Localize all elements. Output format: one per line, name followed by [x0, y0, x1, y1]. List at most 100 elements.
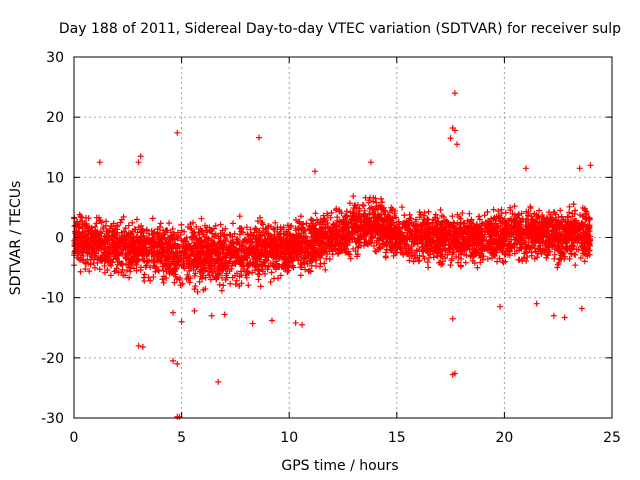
data-point	[378, 214, 385, 221]
data-point	[440, 213, 447, 220]
outlier-point	[169, 309, 176, 316]
data-point	[350, 193, 357, 200]
data-point	[565, 214, 572, 221]
data-point	[110, 255, 117, 262]
data-point	[367, 222, 374, 229]
data-point	[461, 251, 468, 258]
outlier-point	[174, 360, 181, 367]
data-point	[451, 241, 458, 248]
data-point	[538, 251, 545, 258]
data-point	[185, 274, 192, 281]
data-point	[461, 220, 468, 227]
data-point	[433, 229, 440, 236]
data-point	[554, 245, 561, 252]
data-point	[239, 242, 246, 249]
data-point	[572, 251, 579, 258]
data-point	[212, 270, 219, 277]
data-point	[268, 269, 275, 276]
data-point	[343, 229, 350, 236]
data-point	[547, 211, 554, 218]
data-point	[347, 235, 354, 242]
data-point	[513, 228, 520, 235]
data-point	[437, 206, 444, 213]
data-point	[107, 223, 114, 230]
data-point	[183, 260, 190, 267]
data-point	[288, 238, 295, 245]
outlier-point	[447, 135, 454, 142]
data-point	[226, 245, 233, 252]
data-point	[481, 243, 488, 250]
data-point	[252, 226, 259, 233]
data-point	[252, 225, 259, 232]
data-point	[545, 237, 552, 244]
data-point	[335, 241, 342, 248]
data-point	[435, 218, 442, 225]
data-point	[112, 232, 119, 239]
data-point	[254, 218, 261, 225]
data-point	[387, 215, 394, 222]
data-point	[545, 243, 552, 250]
data-point	[236, 231, 243, 238]
data-point	[510, 218, 517, 225]
data-point	[149, 235, 156, 242]
data-point	[389, 240, 396, 247]
data-point	[133, 216, 140, 223]
outlier-point	[256, 134, 263, 141]
data-point	[166, 220, 173, 227]
data-point	[442, 217, 449, 224]
data-point	[534, 246, 541, 253]
data-point	[379, 199, 386, 206]
data-point	[437, 248, 444, 255]
data-point	[144, 258, 151, 265]
data-point	[122, 235, 129, 242]
data-point	[343, 208, 350, 215]
data-point	[86, 250, 93, 257]
data-point	[493, 220, 500, 227]
data-point	[506, 233, 513, 240]
data-point	[410, 258, 417, 265]
data-point	[112, 267, 119, 274]
data-point	[577, 255, 584, 262]
data-point	[502, 209, 509, 216]
data-point	[255, 276, 262, 283]
data-point	[311, 254, 318, 261]
data-point	[274, 253, 281, 260]
data-point	[457, 262, 464, 269]
data-point	[174, 250, 181, 257]
data-point	[99, 257, 106, 264]
data-point	[79, 218, 86, 225]
data-point	[142, 263, 149, 270]
data-point	[297, 213, 304, 220]
data-point	[183, 234, 190, 241]
data-point	[288, 222, 295, 229]
data-point	[339, 234, 346, 241]
data-point	[191, 286, 198, 293]
data-point	[123, 236, 130, 243]
data-point	[520, 234, 527, 241]
data-point	[372, 231, 379, 238]
data-point	[352, 226, 359, 233]
data-point	[455, 259, 462, 266]
data-point	[431, 214, 438, 221]
data-point	[295, 247, 302, 254]
data-point	[282, 247, 289, 254]
data-point	[295, 239, 302, 246]
data-point	[328, 209, 335, 216]
data-point	[180, 260, 187, 267]
data-point	[457, 215, 464, 222]
data-point	[121, 228, 128, 235]
outlier-point	[451, 127, 458, 134]
data-point	[163, 268, 170, 275]
data-point	[422, 238, 429, 245]
data-point	[322, 266, 329, 273]
data-point	[219, 227, 226, 234]
data-point	[162, 236, 169, 243]
data-point	[113, 253, 120, 260]
data-point	[490, 226, 497, 233]
data-point	[284, 268, 291, 275]
data-point	[419, 220, 426, 227]
data-point	[353, 204, 360, 211]
data-point	[523, 215, 530, 222]
